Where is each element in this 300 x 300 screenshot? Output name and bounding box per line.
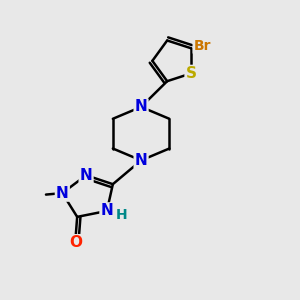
Text: N: N	[100, 203, 113, 218]
Text: O: O	[69, 235, 82, 250]
Text: N: N	[135, 99, 148, 114]
Text: N: N	[135, 153, 148, 168]
Text: N: N	[56, 186, 69, 201]
Text: N: N	[80, 168, 92, 183]
Text: Br: Br	[194, 39, 211, 53]
Text: H: H	[116, 208, 128, 222]
Text: S: S	[186, 66, 196, 81]
